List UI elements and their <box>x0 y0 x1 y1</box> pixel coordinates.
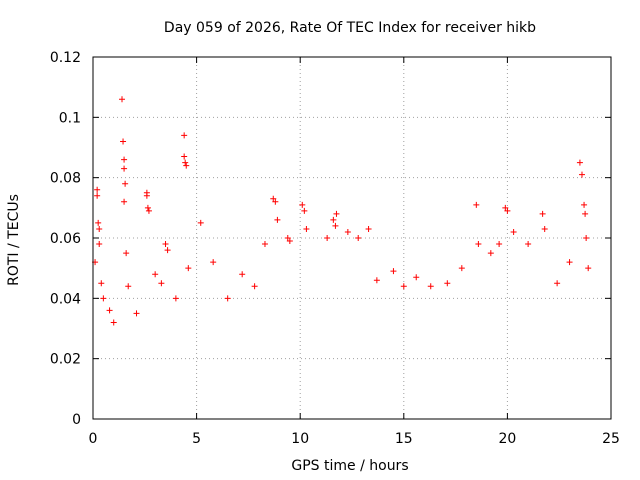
grid-lines <box>93 57 611 419</box>
data-point <box>162 241 169 248</box>
data-point <box>487 250 494 257</box>
data-point <box>181 153 188 160</box>
data-point <box>181 132 188 139</box>
data-point <box>473 201 480 208</box>
data-point <box>152 271 159 278</box>
data-point <box>251 283 258 290</box>
data-point <box>581 201 588 208</box>
data-point <box>239 271 246 278</box>
y-tick-label: 0 <box>72 412 81 428</box>
data-point <box>94 186 101 193</box>
data-point <box>272 198 279 205</box>
data-point <box>373 277 380 284</box>
data-point <box>541 225 548 232</box>
data-point <box>333 210 340 217</box>
data-point <box>583 235 590 241</box>
data-point <box>120 138 127 145</box>
x-tick-label: 10 <box>291 431 309 447</box>
data-point <box>95 219 102 226</box>
data-point <box>539 210 546 217</box>
x-tick-label: 20 <box>498 431 516 447</box>
data-point <box>496 241 503 248</box>
x-tick-labels: 0 5 10 15 20 25 <box>89 431 620 447</box>
chart-title: Day 059 of 2026, Rate Of TEC Index for r… <box>164 20 536 36</box>
data-point <box>270 195 277 202</box>
data-point <box>123 250 130 257</box>
data-point <box>197 219 204 226</box>
data-point <box>355 235 362 241</box>
data-point <box>582 210 589 217</box>
data-point <box>100 295 107 302</box>
data-point <box>413 274 420 281</box>
data-point <box>122 180 129 187</box>
data-point <box>365 225 372 232</box>
x-axis-label: GPS time / hours <box>291 458 408 474</box>
data-point <box>578 171 585 178</box>
data-point <box>504 207 511 214</box>
data-point <box>475 241 482 248</box>
data-point <box>510 228 517 235</box>
data-point <box>585 265 592 272</box>
data-point <box>324 235 331 241</box>
data-point <box>224 295 231 302</box>
data-point <box>284 235 291 241</box>
data-point <box>121 165 128 172</box>
y-tick-label: 0.02 <box>50 352 81 368</box>
data-point <box>525 241 532 248</box>
data-point <box>427 283 434 290</box>
data-point <box>125 283 132 290</box>
x-tick-label: 15 <box>395 431 413 447</box>
x-tick-label: 25 <box>602 431 620 447</box>
data-point <box>183 162 190 169</box>
y-tick-label: 0.12 <box>50 50 81 66</box>
data-point <box>444 280 451 287</box>
data-point <box>332 222 339 229</box>
y-tick-labels: 0 0.02 0.04 0.06 0.08 0.1 0.12 <box>50 50 81 428</box>
data-point <box>261 241 268 248</box>
data-point <box>344 228 351 235</box>
data-point <box>330 216 337 223</box>
data-point <box>133 310 140 317</box>
data-point <box>145 207 152 214</box>
x-tick-label: 0 <box>89 431 98 447</box>
data-point <box>210 259 217 266</box>
data-point <box>502 204 509 211</box>
data-point <box>576 159 583 166</box>
data-point <box>182 159 189 166</box>
y-tick-label: 0.06 <box>50 231 81 247</box>
data-point <box>303 225 310 232</box>
y-tick-label: 0.04 <box>50 291 81 307</box>
data-point <box>98 280 105 287</box>
data-point <box>185 265 192 272</box>
data-point <box>554 280 561 287</box>
data-point <box>286 238 293 245</box>
y-axis-label: ROTI / TECUs <box>6 194 22 286</box>
data-point <box>121 156 128 163</box>
data-point <box>301 207 308 214</box>
data-point <box>299 201 306 208</box>
data-point <box>458 265 465 272</box>
x-tick-label: 5 <box>192 431 201 447</box>
axis-ticks <box>92 56 612 420</box>
data-point <box>94 192 101 199</box>
data-point <box>106 307 113 314</box>
data-point <box>158 280 165 287</box>
data-point <box>390 268 397 275</box>
data-point <box>143 192 150 199</box>
data-point <box>144 204 151 211</box>
data-point <box>400 283 407 290</box>
data-point <box>119 96 126 103</box>
data-point <box>110 319 117 326</box>
y-tick-label: 0.1 <box>59 110 81 126</box>
y-tick-label: 0.08 <box>50 171 81 187</box>
data-point <box>566 259 573 266</box>
data-point <box>96 241 103 248</box>
data-point <box>274 216 281 223</box>
data-point <box>96 225 103 232</box>
data-point <box>164 247 171 254</box>
data-points <box>92 96 592 326</box>
data-point <box>172 295 179 302</box>
data-point <box>121 198 128 205</box>
